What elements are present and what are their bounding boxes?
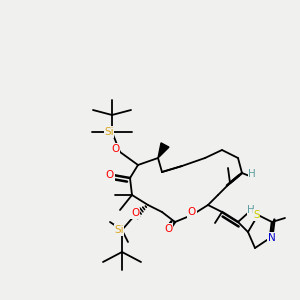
Text: Si: Si xyxy=(114,225,124,235)
Polygon shape xyxy=(158,143,169,158)
Text: N: N xyxy=(268,233,275,243)
Text: S: S xyxy=(253,210,260,220)
Text: O: O xyxy=(131,208,139,218)
Text: O: O xyxy=(106,170,114,180)
Text: O: O xyxy=(111,144,120,154)
Text: H: H xyxy=(248,169,256,179)
Text: H: H xyxy=(247,205,255,215)
Text: O: O xyxy=(188,207,196,217)
Text: O: O xyxy=(164,224,172,234)
Text: Si: Si xyxy=(104,127,114,137)
